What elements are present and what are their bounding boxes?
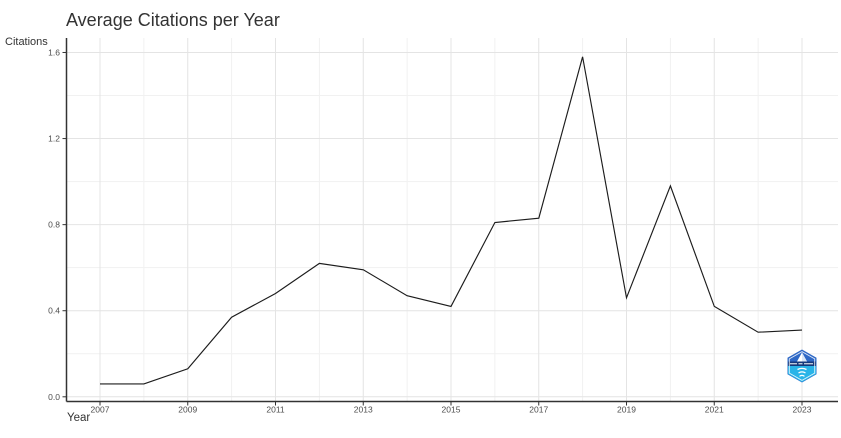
x-tick-label: 2015 [442,405,461,415]
axis-tick-labels: 0.0 0.4 0.8 1.2 1.6 2007 2009 2011 2013 2015 2017 2… [48,47,812,414]
x-tick-label: 2019 [617,405,636,415]
major-gridlines [66,38,838,401]
y-tick-label: 0.0 [48,392,60,402]
y-tick-label: 1.2 [48,134,60,144]
minor-gridlines [66,38,838,401]
logo-hexagon-bottom [788,365,816,382]
x-axis-title: Year [67,412,91,424]
x-tick-label: 2007 [91,405,110,415]
x-tick-label: 2017 [529,405,548,415]
axis-lines [65,38,838,403]
x-tick-label: 2013 [354,405,373,415]
data-line [100,56,803,385]
citations-line-series [100,56,803,385]
y-tick-label: 0.4 [48,306,60,316]
axis-tick-marks [62,51,803,406]
x-tick-label: 2023 [793,405,812,415]
logo-inner-outline [788,351,816,381]
x-tick-label: 2009 [178,405,197,415]
x-tick-label: 2021 [705,405,724,415]
chart-title: Average Citations per Year [66,10,280,30]
x-tick-label: 2011 [266,405,285,415]
logo-badge-icon [787,349,817,383]
y-tick-label: 0.8 [48,220,60,230]
y-axis-title: Citations [5,36,48,48]
y-tick-label: 1.6 [48,47,60,57]
